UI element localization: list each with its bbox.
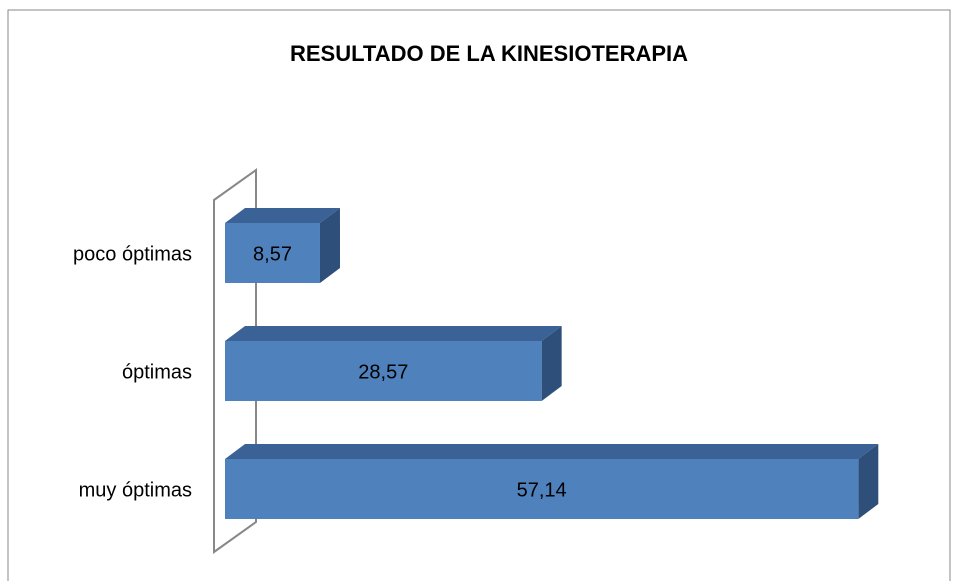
bar — [225, 341, 542, 401]
chart-frame — [7, 9, 951, 581]
bar-side — [541, 326, 562, 401]
bar-top — [225, 326, 562, 341]
y-tick-label: muy óptimas — [79, 479, 192, 501]
bar-top — [225, 444, 879, 459]
y-tick-label: óptimas — [122, 361, 192, 383]
bar-side — [319, 208, 340, 283]
data-label: 28,57 — [358, 361, 408, 383]
y-tick-label: poco óptimas — [73, 243, 192, 265]
bar-top — [225, 208, 340, 223]
data-label: 8,57 — [253, 243, 292, 265]
bar — [225, 223, 320, 283]
chart-title: RESULTADO DE LA KINESIOTERAPIA — [290, 41, 688, 66]
bar-side — [858, 444, 879, 519]
axis-wall — [213, 168, 257, 554]
data-label: 57,14 — [517, 479, 567, 501]
bar — [225, 459, 859, 519]
